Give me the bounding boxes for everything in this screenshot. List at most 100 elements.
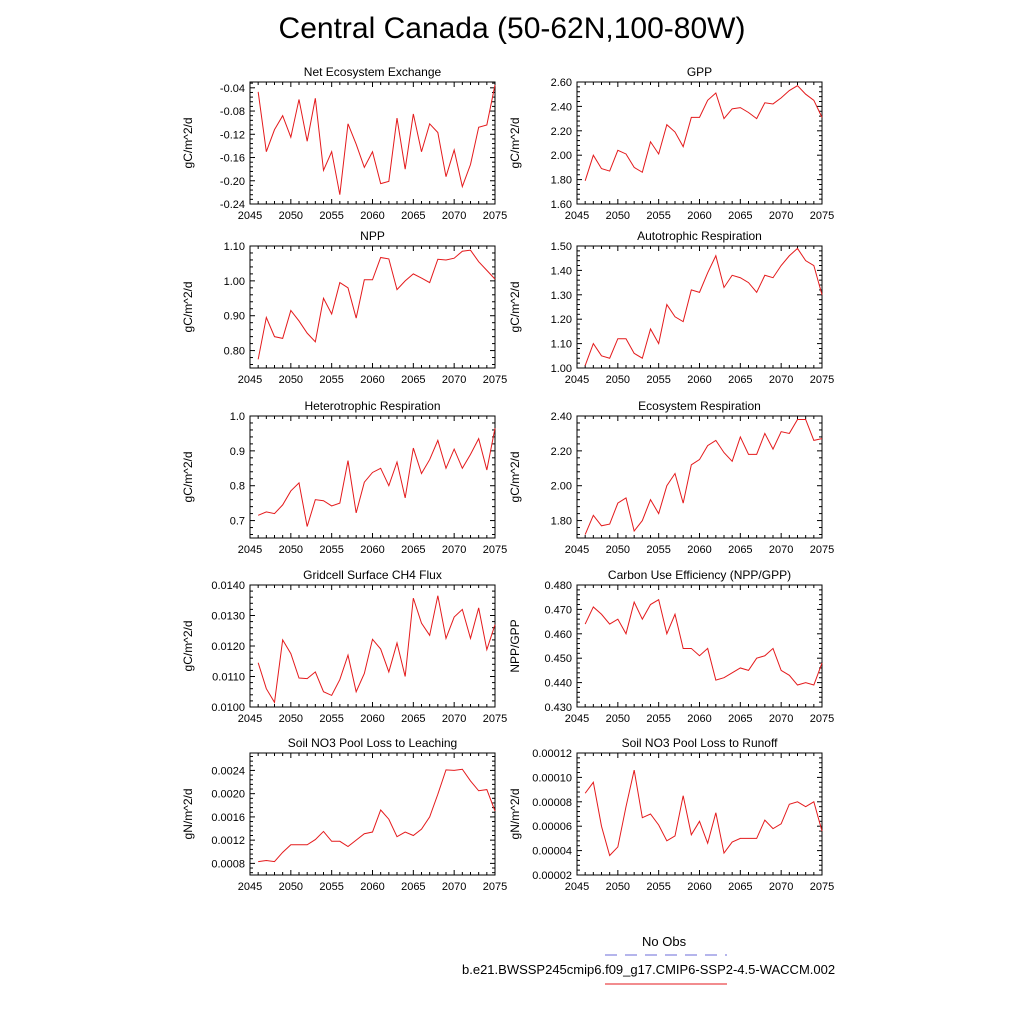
y-tick-label: 0.0120 (211, 641, 245, 653)
x-tick-label: 2070 (769, 713, 793, 725)
panel-title: Heterotrophic Respiration (304, 399, 440, 413)
x-tick-label: 2075 (810, 374, 834, 386)
y-tick-label: 0.7 (230, 516, 245, 528)
x-tick-label: 2065 (401, 544, 425, 556)
y-tick-label: 1.0 (230, 411, 245, 423)
x-tick-label: 2070 (769, 881, 793, 893)
x-tick-label: 2050 (279, 374, 303, 386)
y-tick-label: 0.470 (544, 604, 572, 616)
x-tick-label: 2045 (565, 210, 589, 222)
y-axis-label: gC/m^2/d (508, 452, 522, 503)
y-tick-label: 1.10 (224, 241, 245, 253)
x-tick-label: 2050 (606, 544, 630, 556)
y-tick-label: -0.20 (220, 176, 245, 188)
x-tick-label: 2045 (565, 374, 589, 386)
y-tick-label: -0.08 (220, 106, 245, 118)
x-tick-label: 2055 (646, 544, 670, 556)
y-tick-label: 1.00 (551, 363, 572, 375)
x-tick-label: 2055 (646, 210, 670, 222)
y-tick-label: -0.04 (220, 83, 245, 95)
x-tick-label: 2045 (238, 210, 262, 222)
x-tick-label: 2050 (606, 210, 630, 222)
x-tick-label: 2075 (810, 544, 834, 556)
y-tick-label: 0.8 (230, 481, 245, 493)
x-tick-label: 2070 (442, 713, 466, 725)
x-tick-label: 2055 (319, 713, 343, 725)
y-axis-label: gN/m^2/d (508, 789, 522, 840)
y-tick-label: 1.30 (551, 290, 572, 302)
panel-soil-no3-pool-loss-to-runoff: Soil NO3 Pool Loss to Runoff gN/m^2/d 2045… (508, 736, 834, 893)
x-tick-label: 2050 (279, 210, 303, 222)
x-tick-label: 2070 (769, 210, 793, 222)
y-tick-label: 1.80 (551, 175, 572, 187)
x-tick-label: 2070 (769, 374, 793, 386)
x-tick-label: 2060 (687, 544, 711, 556)
y-tick-label: 0.00012 (532, 748, 572, 760)
x-tick-label: 2055 (646, 881, 670, 893)
y-tick-label: 0.0016 (211, 812, 245, 824)
series-line (257, 249, 496, 360)
x-tick-label: 2060 (360, 713, 384, 725)
x-tick-label: 2065 (728, 210, 752, 222)
panel-title: Soil NO3 Pool Loss to Leaching (288, 736, 457, 750)
plot-frame (249, 752, 496, 876)
x-tick-label: 2050 (279, 881, 303, 893)
panel-title: Net Ecosystem Exchange (304, 65, 442, 79)
y-tick-label: -0.24 (220, 199, 245, 211)
x-tick-label: 2045 (238, 374, 262, 386)
x-tick-label: 2055 (319, 374, 343, 386)
x-tick-label: 2060 (687, 374, 711, 386)
y-tick-label: 0.80 (224, 346, 245, 358)
x-tick-label: 2075 (483, 544, 507, 556)
x-tick-label: 2065 (728, 713, 752, 725)
panel-title: Autotrophic Respiration (637, 229, 762, 243)
panel-title: GPP (687, 65, 712, 79)
y-tick-label: 0.00010 (532, 772, 572, 784)
plot-frame (576, 415, 823, 539)
x-tick-label: 2065 (401, 713, 425, 725)
series-line (584, 247, 823, 366)
y-tick-label: 2.00 (551, 150, 572, 162)
y-tick-label: 0.90 (224, 311, 245, 323)
y-axis-label: NPP/GPP (508, 619, 522, 672)
panel-npp: NPP gC/m^2/d 2045 2050 2055 2060 2065 2070 2075 0… (181, 229, 507, 386)
y-tick-label: 2.20 (551, 446, 572, 458)
x-tick-label: 2060 (360, 210, 384, 222)
x-tick-label: 2045 (238, 881, 262, 893)
panel-heterotrophic-respiration: Heterotrophic Respiration gC/m^2/d 2045 205… (181, 399, 507, 556)
x-tick-label: 2065 (728, 881, 752, 893)
panel-ecosystem-respiration: Ecosystem Respiration gC/m^2/d 2045 2050 205… (508, 399, 834, 556)
y-axis-label: gC/m^2/d (181, 452, 195, 503)
y-tick-label: 0.00006 (532, 821, 572, 833)
panel-soil-no3-pool-loss-to-leaching: Soil NO3 Pool Loss to Leaching gN/m^2/d 20… (181, 736, 507, 893)
y-axis-label: gC/m^2/d (181, 118, 195, 169)
panel-title: Gridcell Surface CH4 Flux (303, 568, 442, 582)
y-tick-label: 2.00 (551, 481, 572, 493)
y-tick-label: 0.00004 (532, 846, 572, 858)
y-tick-label: 1.00 (224, 276, 245, 288)
x-tick-label: 2045 (238, 544, 262, 556)
x-tick-label: 2050 (606, 713, 630, 725)
x-tick-label: 2055 (319, 544, 343, 556)
plot-frame (249, 81, 496, 205)
x-tick-label: 2075 (810, 713, 834, 725)
y-axis-label: gN/m^2/d (181, 789, 195, 840)
x-tick-label: 2050 (606, 881, 630, 893)
x-tick-label: 2045 (565, 544, 589, 556)
x-tick-label: 2050 (279, 713, 303, 725)
y-axis-label: gC/m^2/d (181, 282, 195, 333)
panel-autotrophic-respiration: Autotrophic Respiration gC/m^2/d 2045 2050 2… (508, 229, 834, 386)
y-axis-label: gC/m^2/d (181, 621, 195, 672)
panel-title: Carbon Use Efficiency (NPP/GPP) (608, 568, 791, 582)
x-tick-label: 2065 (401, 374, 425, 386)
y-tick-label: 1.80 (551, 516, 572, 528)
y-tick-label: 0.0020 (211, 789, 245, 801)
y-tick-label: 0.0140 (211, 580, 245, 592)
y-tick-label: 0.0008 (211, 858, 245, 870)
x-tick-label: 2065 (401, 210, 425, 222)
x-tick-label: 2075 (810, 210, 834, 222)
series-line (584, 418, 823, 535)
y-tick-label: 2.40 (551, 411, 572, 423)
y-tick-label: 0.00002 (532, 870, 572, 882)
